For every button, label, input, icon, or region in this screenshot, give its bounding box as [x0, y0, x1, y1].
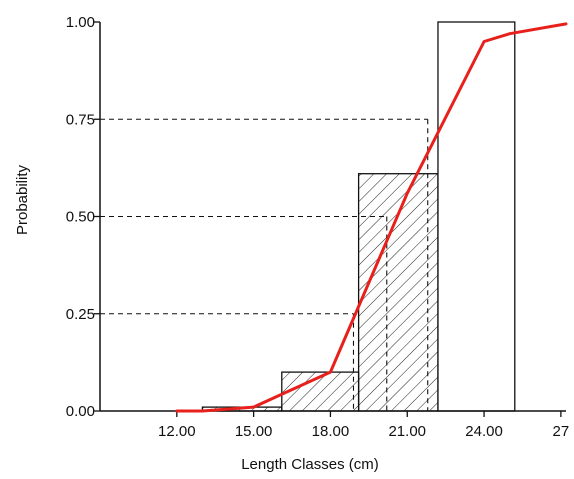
series-line-1 — [175, 22, 568, 413]
x-tick-label-2: 15.00 — [235, 423, 273, 440]
x-axis-title: Length Classes (cm) — [241, 456, 379, 473]
x-tick-label-3: 18.00 — [312, 423, 350, 440]
reference-lines — [100, 118, 429, 411]
y-tick-label-2: 0.25 — [66, 306, 95, 323]
y-tick-label-1: 0.00 — [66, 403, 95, 420]
series-layer — [175, 22, 568, 413]
x-tick-label-4: 21.00 — [388, 423, 426, 440]
y-axis-title: Probability — [14, 164, 31, 235]
bar-4 — [437, 21, 516, 412]
x-tick-label-6: 27 — [553, 423, 570, 440]
y-tick-label-5: 1.00 — [66, 14, 95, 31]
bar-3 — [357, 173, 439, 412]
y-tick-label-3: 0.50 — [66, 209, 95, 226]
x-tick-label-1: 12.00 — [158, 423, 196, 440]
x-tick-label-5: 24.00 — [465, 423, 503, 440]
y-tick-label-4: 0.75 — [66, 111, 95, 128]
tick-labels: 12.00 15.00 18.00 21.00 24.00 27 0.00 0.25 0.50 0… — [66, 14, 569, 440]
bars-layer — [201, 21, 516, 412]
